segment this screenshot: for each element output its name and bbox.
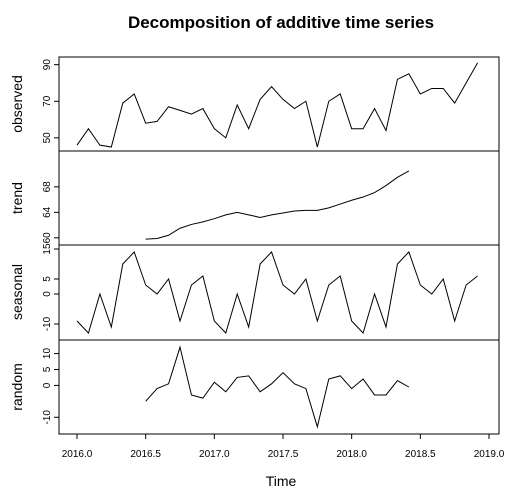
panel-random-frame — [58, 339, 500, 435]
panel-random-series-line — [145, 345, 410, 429]
panel-trend-series-line — [145, 170, 410, 240]
panel-seasonal-ylabel: seasonal — [9, 264, 25, 320]
panel-observed-ytick-label-1: 70 — [42, 95, 53, 107]
x-tick-label-5: 2018.5 — [405, 449, 436, 460]
panel-observed-ylabel: observed — [9, 75, 25, 133]
x-axis-label: Time — [266, 473, 297, 489]
x-tick-label-6: 2019.0 — [474, 449, 505, 460]
x-tick-label-3: 2017.5 — [268, 449, 299, 460]
panel-trend: trend 60 64 68 — [9, 150, 500, 246]
panel-trend-frame — [58, 150, 500, 246]
panel-trend-ytick-label-2: 68 — [42, 181, 53, 193]
panel-random: random -10 0 5 10 — [9, 339, 500, 435]
panel-seasonal-ytick-label-1: 0 — [42, 291, 53, 297]
panel-seasonal-ytick-label-3: 15 — [42, 243, 53, 255]
x-tick-label-2: 2017.0 — [199, 449, 230, 460]
panel-trend-ytick-label-0: 60 — [42, 232, 53, 244]
chart-title: Decomposition of additive time series — [128, 13, 434, 32]
panel-observed: observed 50 70 90 — [9, 56, 500, 152]
panel-trend-ylabel: trend — [9, 182, 25, 214]
panel-random-ytick-label-1: 0 — [42, 382, 53, 388]
panel-observed-ytick-label-0: 50 — [42, 132, 53, 144]
panel-seasonal-series-line — [76, 251, 478, 334]
panel-random-ytick-label-0: -10 — [42, 410, 53, 425]
x-tick-label-1: 2016.5 — [130, 449, 161, 460]
x-tick-label-4: 2018.0 — [336, 449, 367, 460]
panel-observed-ytick-label-2: 90 — [42, 59, 53, 71]
panel-random-ytick-label-2: 5 — [42, 366, 53, 372]
x-tick-label-0: 2016.0 — [62, 449, 93, 460]
panel-seasonal-ytick-label-0: -10 — [42, 316, 53, 331]
panel-random-ytick-label-3: 10 — [42, 348, 53, 360]
panel-observed-frame — [58, 56, 500, 152]
panel-random-ylabel: random — [9, 363, 25, 410]
panel-seasonal-ytick-label-2: 5 — [42, 276, 53, 282]
x-axis: 2016.0 2016.5 2017.0 2017.5 2018.0 2018.5 2019… — [62, 434, 505, 460]
panel-observed-series-line — [76, 62, 478, 148]
panel-trend-ytick-label-1: 64 — [42, 206, 53, 218]
panel-seasonal: seasonal -10 0 5 15 — [9, 243, 500, 341]
